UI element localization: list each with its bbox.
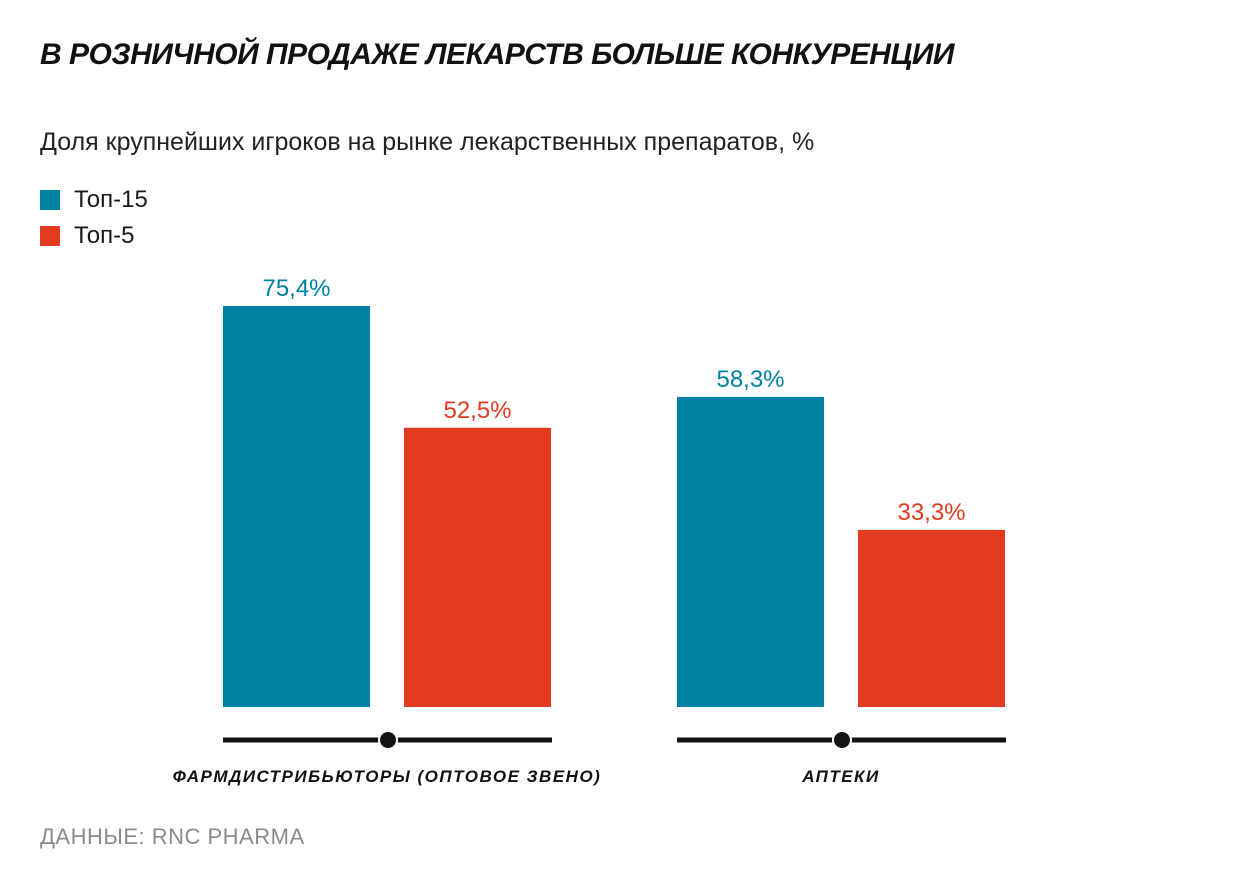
category-label-1: АПТЕКИ (801, 767, 879, 786)
legend: Топ-15 Топ-5 (40, 182, 148, 254)
bar-top15-1 (677, 396, 824, 707)
legend-label-top5: Топ-5 (74, 222, 135, 249)
category-label-0: ФАРМДИСТРИБЬЮТОРЫ (ОПТОВОЕ ЗВЕНО) (173, 767, 602, 786)
data-label-top5-1: 33,3% (897, 499, 965, 526)
legend-item-top5: Топ-5 (40, 218, 148, 254)
legend-swatch-top15 (40, 190, 60, 210)
data-source: ДАННЫЕ: RNC PHARMA (40, 824, 305, 849)
legend-swatch-top5 (40, 226, 60, 246)
data-label-top15-1: 58,3% (716, 366, 784, 393)
bar-top15-0 (223, 306, 370, 707)
chart-title: В РОЗНИЧНОЙ ПРОДАЖЕ ЛЕКАРСТВ БОЛЬШЕ КОНК… (40, 38, 955, 71)
category-axis-dot-0 (378, 730, 398, 750)
category-axis-dot-1 (832, 730, 852, 750)
legend-label-top15: Топ-15 (74, 186, 148, 213)
bar-top5-0 (404, 427, 551, 707)
data-label-top5-0: 52,5% (443, 397, 511, 424)
legend-item-top15: Топ-15 (40, 182, 148, 218)
chart-subtitle: Доля крупнейших игроков на рынке лекарст… (40, 128, 815, 156)
bar-top5-1 (858, 529, 1005, 707)
data-label-top15-0: 75,4% (262, 275, 330, 302)
